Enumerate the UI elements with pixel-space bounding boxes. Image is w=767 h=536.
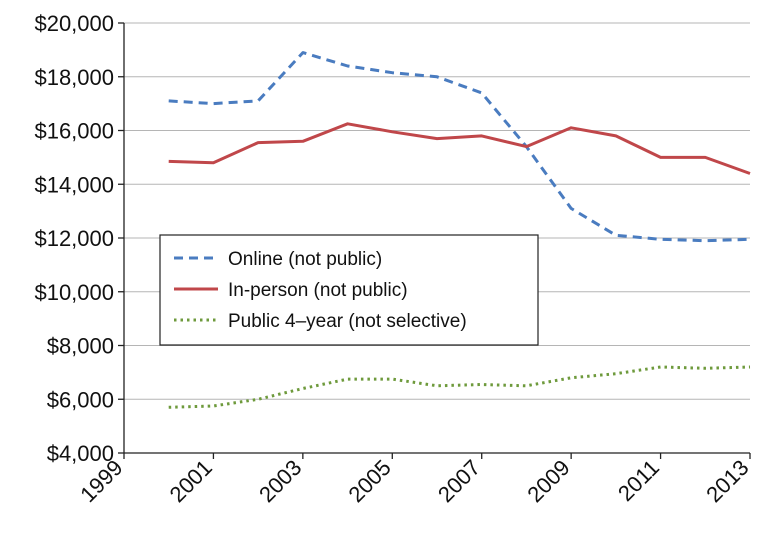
legend-label-1: In-person (not public): [228, 280, 408, 301]
legend-label-0: Online (not public): [228, 249, 382, 270]
series-line-0: [168, 51, 751, 243]
y-tick-label-2: $8,000: [47, 334, 114, 359]
x-tick-label-2: 2003: [254, 455, 306, 507]
series-line-1: [168, 122, 751, 175]
legend-label-2: Public 4–year (not selective): [228, 311, 467, 332]
series-line-2: [168, 365, 751, 409]
y-tick-label-4: $12,000: [34, 226, 114, 251]
x-tick-label-1: 2001: [165, 455, 217, 507]
legend-box: [159, 234, 539, 346]
y-tick-label-1: $6,000: [47, 387, 114, 412]
y-axis-ticks: $4,000 $6,000 $8,000 $10,000 $12,000 $14,000 $…: [34, 11, 124, 466]
y-tick-label-6: $16,000: [34, 119, 114, 144]
y-tick-label-3: $10,000: [34, 280, 114, 305]
x-tick-label-6: 2011: [613, 455, 664, 506]
series-lines: [168, 51, 751, 409]
x-axis-ticks: 1999 2001 2003 2005 2007 2009 2011 2013: [75, 453, 754, 507]
legend: Online (not public) In-person (not public…: [159, 234, 539, 346]
x-tick-label-3: 2005: [344, 455, 396, 507]
y-tick-label-0: $4,000: [47, 441, 114, 466]
x-tick-label-7: 2013: [701, 455, 753, 507]
x-tick-label-5: 2009: [522, 455, 574, 507]
y-tick-label-7: $18,000: [34, 65, 114, 90]
y-tick-label-8: $20,000: [34, 11, 114, 36]
x-tick-label-4: 2007: [433, 455, 485, 507]
y-tick-label-5: $14,000: [34, 172, 114, 197]
